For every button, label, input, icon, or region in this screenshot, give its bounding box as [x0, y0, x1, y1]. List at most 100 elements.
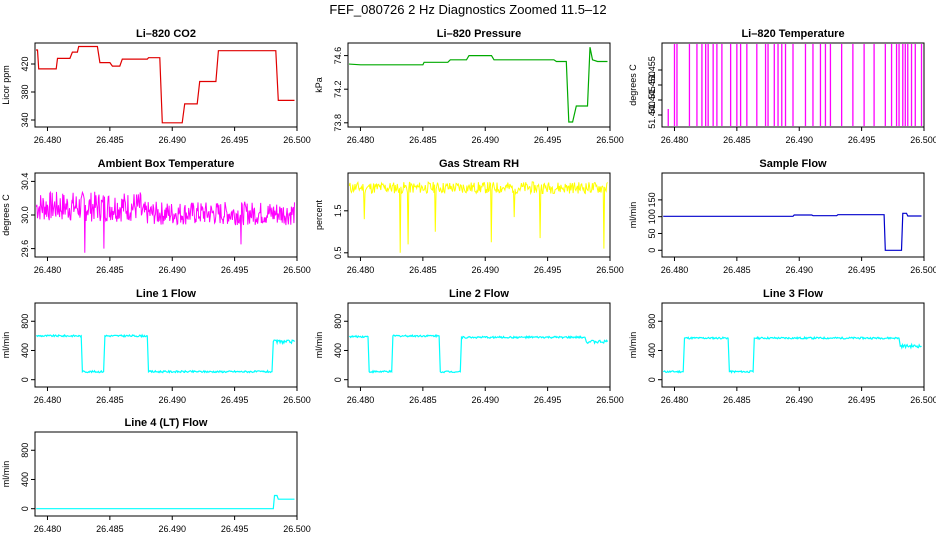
y-tick-label: 51.450 — [647, 71, 657, 99]
y-tick-label: 73.8 — [333, 114, 343, 132]
x-tick-label: 26.495 — [534, 265, 562, 275]
plot-frame — [661, 172, 925, 258]
x-tick-label: 26.495 — [534, 135, 562, 145]
x-tick-label: 26.500 — [596, 135, 624, 145]
x-tick-label: 26.490 — [158, 395, 186, 405]
plot-frame — [34, 431, 298, 517]
x-tick-label: 26.485 — [96, 395, 124, 405]
plot-area — [36, 45, 295, 124]
plot-area — [349, 47, 608, 123]
y-tick-label: 400 — [647, 343, 657, 358]
panel-title: Ambient Box Temperature — [98, 158, 235, 170]
y-tick-label: 400 — [333, 343, 343, 358]
data-series-line — [36, 45, 295, 124]
x-tick-label: 26.480 — [34, 524, 62, 534]
panel-title: Li–820 Temperature — [741, 28, 844, 40]
x-tick-label: 26.495 — [848, 135, 876, 145]
plot-frame — [661, 302, 925, 388]
plot-area — [36, 494, 295, 510]
plot-frame — [34, 302, 298, 388]
y-tick-label: 0 — [20, 506, 30, 511]
x-tick-label: 26.480 — [661, 395, 689, 405]
panel-li820-co2: Li–820 CO2 26.480 26.485 26.490 26.495 26.500… — [1, 28, 311, 145]
plot-area — [349, 180, 608, 253]
plot-area — [36, 333, 295, 374]
x-tick-label: 26.495 — [848, 265, 876, 275]
data-series-line — [349, 47, 608, 123]
x-tick-label: 26.495 — [221, 395, 249, 405]
panel-title: Li–820 Pressure — [437, 28, 521, 40]
x-tick-label: 26.500 — [910, 265, 936, 275]
x-tick-label: 26.485 — [409, 135, 437, 145]
data-series-line — [349, 180, 608, 253]
plot-frame — [34, 42, 298, 128]
y-tick-label: 0 — [333, 377, 343, 382]
x-tick-label: 26.495 — [848, 395, 876, 405]
x-tick-label: 26.485 — [96, 524, 124, 534]
y-axis-label: Licor ppm — [1, 65, 11, 105]
y-tick-label: 400 — [20, 472, 30, 487]
x-tick-label: 26.490 — [785, 265, 813, 275]
data-series-line — [349, 333, 609, 374]
panel-li820-temperature: Li–820 Temperature 26.480 26.485 26.490 26.4… — [628, 28, 936, 145]
x-tick-label: 26.485 — [409, 395, 437, 405]
x-tick-label: 26.500 — [283, 135, 311, 145]
y-tick-label: 0 — [20, 377, 30, 382]
panel-li820-pressure: Li–820 Pressure 26.480 26.485 26.490 26.495 2… — [314, 28, 624, 145]
panel-title: Line 3 Flow — [763, 288, 823, 300]
x-tick-label: 26.485 — [723, 265, 751, 275]
x-tick-label: 26.480 — [34, 135, 62, 145]
y-tick-label: 100 — [647, 209, 657, 224]
panel-title: Line 2 Flow — [449, 288, 509, 300]
x-tick-label: 26.480 — [34, 265, 62, 275]
plot-area — [663, 335, 922, 374]
plot-area — [349, 333, 609, 374]
y-tick-label: 150 — [647, 192, 657, 207]
y-tick-label: 0 — [647, 377, 657, 382]
panel-title: Gas Stream RH — [439, 158, 519, 170]
y-tick-label: 74.2 — [333, 80, 343, 98]
panel-title: Sample Flow — [759, 158, 827, 170]
x-tick-label: 26.495 — [534, 395, 562, 405]
y-tick-label: 800 — [20, 314, 30, 329]
x-tick-label: 26.500 — [283, 524, 311, 534]
plot-area — [36, 190, 295, 253]
x-tick-label: 26.490 — [471, 135, 499, 145]
y-tick-label: 29.6 — [20, 240, 30, 258]
x-tick-label: 26.500 — [283, 265, 311, 275]
panel-gas-stream-rh: Gas Stream RH 26.480 26.485 26.490 26.495 26.… — [314, 158, 624, 275]
data-series-line — [36, 333, 295, 374]
x-tick-label: 26.485 — [96, 265, 124, 275]
x-tick-label: 26.500 — [596, 395, 624, 405]
x-tick-label: 26.490 — [785, 135, 813, 145]
x-tick-label: 26.490 — [158, 524, 186, 534]
y-axis-label: ml/min — [628, 202, 638, 229]
panel-line-1-flow: Line 1 Flow 26.480 26.485 26.490 26.495 26.50… — [1, 288, 311, 405]
y-tick-label: 51.455 — [647, 56, 657, 84]
x-tick-label: 26.485 — [723, 395, 751, 405]
panel-title: Li–820 CO2 — [136, 28, 196, 40]
y-axis-label: ml/min — [628, 332, 638, 359]
figure-title: FEF_080726 2 Hz Diagnostics Zoomed 11.5–… — [329, 2, 607, 17]
y-tick-label: 340 — [20, 112, 30, 127]
y-tick-label: 380 — [20, 84, 30, 99]
x-tick-label: 26.480 — [661, 135, 689, 145]
y-tick-label: 400 — [20, 343, 30, 358]
panel-title: Line 4 (LT) Flow — [125, 417, 208, 429]
x-tick-label: 26.485 — [96, 135, 124, 145]
x-tick-label: 26.495 — [221, 135, 249, 145]
y-tick-label: 1.5 — [333, 205, 343, 218]
plot-frame — [347, 42, 611, 128]
y-axis-label: ml/min — [1, 461, 11, 488]
y-tick-label: 74.6 — [333, 47, 343, 65]
data-series-line — [663, 212, 922, 251]
x-tick-label: 26.490 — [471, 395, 499, 405]
plot-area — [667, 44, 923, 126]
y-tick-label: 800 — [647, 314, 657, 329]
data-series-line — [36, 190, 295, 253]
x-tick-label: 26.495 — [221, 524, 249, 534]
plot-frame — [347, 302, 611, 388]
x-tick-label: 26.480 — [347, 395, 375, 405]
y-tick-label: 800 — [333, 314, 343, 329]
